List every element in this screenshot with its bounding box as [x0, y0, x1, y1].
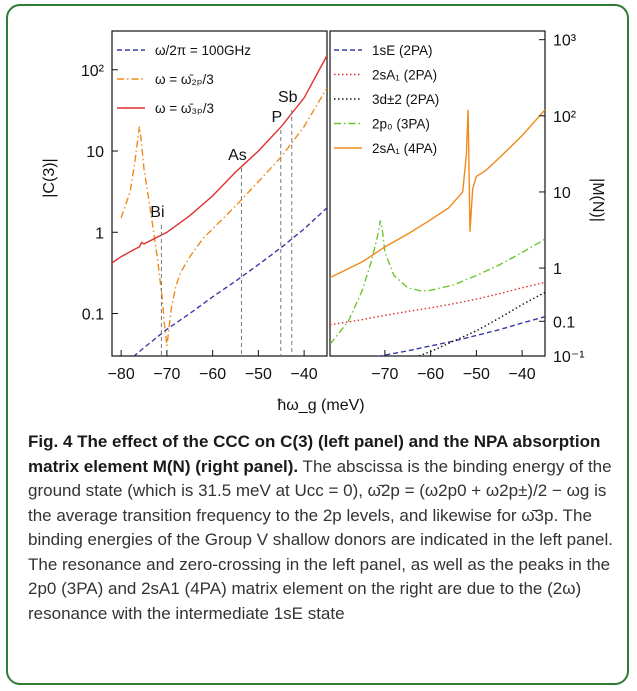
right-series-line-4 [330, 109, 545, 279]
left-y-tick-label-3: 0.1 [82, 307, 104, 324]
right-legend-label-2: 3d±2 (2PA) [372, 92, 439, 107]
right-legend-label-0: 1sE (2PA) [372, 43, 433, 58]
right-legend-label-4: 2sA₁ (4PA) [372, 141, 437, 156]
right-x-tick-label-2: −50 [463, 366, 490, 383]
right-series-line-1 [330, 281, 545, 326]
right-legend-label-3: 2p₀ (3PA) [372, 117, 430, 132]
right-panel-series [330, 109, 545, 356]
right-x-tick-label-1: −60 [417, 366, 444, 383]
x-axis-label: ħω_g (meV) [277, 397, 364, 414]
annotation-label-sb: Sb [278, 89, 298, 106]
annotation-label-as: As [228, 147, 247, 164]
left-legend-label-0: ω/2π = 100GHz [155, 43, 251, 58]
right-y-tick-label-1: 10² [553, 109, 577, 126]
left-x-tick-label-2: −60 [199, 366, 226, 383]
left-series-line-1 [120, 87, 327, 346]
right-y-tick-label-0: 10³ [553, 33, 577, 50]
right-series-line-3 [330, 220, 545, 345]
left-y-tick-label-2: 1 [95, 225, 104, 242]
right-y-tick-label-4: 0.1 [553, 314, 575, 331]
left-x-tick-label-1: −70 [153, 366, 180, 383]
left-panel-frame [111, 30, 328, 357]
left-legend-label-2: ω = ω̄₃ₚ/3 [155, 101, 214, 116]
right-x-tick-label-3: −40 [509, 366, 536, 383]
annotation-label-p: P [271, 109, 282, 126]
left-series-line-0 [133, 207, 327, 356]
right-y-tick-label-2: 10 [553, 185, 571, 202]
left-legend-label-1: ω = ω̄₂ₚ/3 [155, 72, 214, 87]
right-legend-label-1: 2sA₁ (2PA) [372, 68, 437, 83]
left-x-tick-label-4: −40 [291, 366, 318, 383]
right-panel-frame [329, 30, 546, 357]
caption-body: The abscissa is the binding energy of th… [28, 456, 613, 623]
left-panel-annotations: Bi As P Sb [150, 89, 298, 356]
right-y-tick-label-5: 10⁻¹ [553, 349, 585, 366]
figure-caption: Fig. 4 The effect of the CCC on C(3) (le… [28, 430, 613, 626]
right-x-tick-label-0: −70 [371, 366, 398, 383]
right-y-axis-label: |M(N)| [589, 178, 606, 222]
left-x-tick-label-3: −50 [245, 366, 272, 383]
annotation-label-bi: Bi [150, 204, 164, 221]
right-series-line-0 [376, 316, 545, 356]
left-x-tick-label-0: −80 [108, 366, 135, 383]
right-y-tick-label-3: 1 [553, 261, 562, 278]
left-y-axis-label: |C(3)| [41, 158, 58, 197]
left-panel-series [112, 55, 327, 356]
right-series-line-2 [416, 291, 545, 356]
legends: ω/2π = 100GHz ω = ω̄₂ₚ/3 ω = ω̄₃ₚ/3 1sE (2P… [117, 43, 439, 156]
figure-frame [6, 4, 629, 685]
left-series-line-2 [112, 55, 327, 264]
left-y-tick-label-1: 10 [86, 144, 104, 161]
caption-title: Fig. 4 The effect of the CCC on C(3) (le… [28, 432, 601, 476]
left-y-tick-label-0: 10² [81, 63, 105, 80]
axis-ticks: −80 −70 −60 −50 −40 −70 −60 −50 −40 10² 10 1 0.1 10³ 1… [81, 33, 585, 383]
